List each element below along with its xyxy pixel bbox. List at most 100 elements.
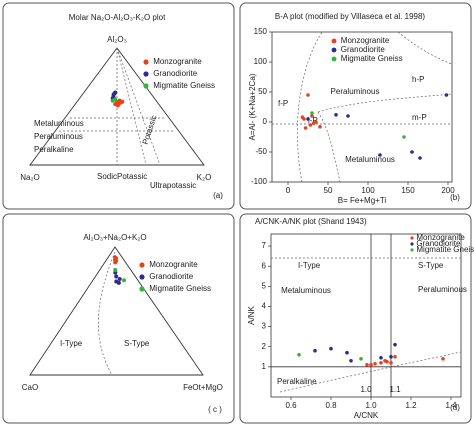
data-point xyxy=(113,257,118,262)
y-tick-label: 50 xyxy=(258,87,267,96)
vertex-label: K₂O xyxy=(197,173,212,182)
data-point xyxy=(122,278,127,283)
data-point xyxy=(114,274,119,279)
y-tick-label: 2 xyxy=(262,342,267,351)
annotation: Metaluminous xyxy=(281,286,331,295)
annotation: I-Type xyxy=(60,339,83,348)
data-point xyxy=(379,360,383,365)
x-tick-label: 50 xyxy=(324,186,333,195)
legend-marker xyxy=(410,242,414,246)
x-tick-label: 1.0 xyxy=(365,401,377,410)
y-axis-label: A/NK xyxy=(247,306,256,325)
x-axis-label: A/CNK xyxy=(354,411,379,420)
data-point xyxy=(310,114,314,118)
boundary-line xyxy=(397,31,453,65)
data-point xyxy=(120,99,125,104)
data-point xyxy=(113,268,118,273)
y-tick-label: 150 xyxy=(254,27,268,36)
data-point xyxy=(410,150,414,154)
chart-title: A/CNK-A/NK plot (Shand 1943) xyxy=(255,217,367,226)
data-point xyxy=(393,354,397,359)
data-point xyxy=(303,126,308,130)
legend-marker xyxy=(331,47,337,53)
legend-marker xyxy=(143,59,149,65)
y-tick-label: 7 xyxy=(262,241,267,250)
boundary-line xyxy=(297,31,323,183)
data-point xyxy=(116,280,121,285)
data-point xyxy=(444,93,449,97)
data-point xyxy=(441,356,445,361)
panel-frame xyxy=(2,213,235,424)
chart-title: Molar Na₂O-Al₂O₃-K₂O plot xyxy=(69,13,166,22)
panel-frame xyxy=(2,2,235,210)
data-point xyxy=(313,348,317,353)
boundary-line xyxy=(116,47,147,166)
data-point xyxy=(402,135,406,139)
y-tick-label: 4 xyxy=(262,302,267,311)
legend-marker xyxy=(143,83,149,89)
annotation: h-P xyxy=(412,75,424,84)
x-tick-label: 0.8 xyxy=(325,401,337,410)
annotation: Peraluminous xyxy=(331,87,380,96)
boundary-line xyxy=(317,93,453,113)
legend-marker xyxy=(139,286,145,292)
x-tick-label: 100 xyxy=(361,186,375,195)
data-point xyxy=(306,93,310,97)
data-point xyxy=(418,156,422,160)
annotation: I-Type xyxy=(298,261,321,270)
x-axis-label: B= Fe+Mg+Ti xyxy=(338,196,387,205)
data-point xyxy=(389,360,393,365)
vertex-label: Na₂O xyxy=(20,173,40,182)
data-point xyxy=(334,113,338,117)
legend-label: Monzogranite xyxy=(416,233,465,242)
annotation: Peraluminous xyxy=(34,132,83,141)
boundary-line xyxy=(317,111,341,183)
reference-label: 1.0 xyxy=(360,385,372,394)
data-point xyxy=(110,98,115,103)
y-tick-label: 6 xyxy=(262,261,267,270)
legend-label: Granodiorite xyxy=(149,272,194,281)
panel-label: ( c ) xyxy=(208,405,222,414)
data-point xyxy=(112,91,117,96)
panel-frame xyxy=(239,2,472,210)
annotation: Metaluminous xyxy=(345,155,395,164)
y-tick-label: 100 xyxy=(254,57,268,66)
reference-label: 1.1 xyxy=(389,385,401,394)
legend-label: Monzogranite xyxy=(149,260,198,269)
panel-frame xyxy=(239,213,472,424)
data-point xyxy=(117,277,122,281)
data-point xyxy=(346,114,350,118)
plot-frame xyxy=(270,233,462,398)
y-tick-label: 0 xyxy=(263,117,268,126)
panel-label: (b) xyxy=(450,193,460,202)
y-tick-label: -100 xyxy=(251,177,268,186)
x-tick-label: 1.4 xyxy=(445,401,457,410)
y-tick-label: 3 xyxy=(262,322,267,331)
data-point xyxy=(329,346,333,351)
annotation: Ultrapotassic xyxy=(150,181,196,190)
data-point xyxy=(378,153,382,157)
data-point xyxy=(300,115,305,119)
vertex-label: Al₂O₃+Na₂O+K₂O xyxy=(83,233,146,242)
legend-label: Migmatite Gneiss xyxy=(153,81,215,90)
legend-marker xyxy=(139,274,145,280)
annotation: Sodic xyxy=(97,172,117,181)
data-point xyxy=(379,355,383,360)
data-point xyxy=(306,117,310,121)
legend-label: Monzogranite xyxy=(341,36,390,45)
plot-frame xyxy=(271,31,453,183)
y-tick-label: -50 xyxy=(255,147,267,156)
boundary-line xyxy=(116,47,161,166)
chart-title: B-A plot (modified by Villaseca et al. 1… xyxy=(275,12,425,21)
data-point xyxy=(297,352,301,357)
y-axis-label: A=Al- (K+Na+2Ca) xyxy=(248,73,257,140)
annotation: m-P xyxy=(412,113,427,122)
x-tick-label: 150 xyxy=(401,186,415,195)
boundary-line xyxy=(279,351,462,393)
data-point xyxy=(365,363,369,367)
data-point xyxy=(349,358,353,363)
boundary-line xyxy=(98,251,116,376)
legend-label: Granodiorite xyxy=(341,45,386,54)
y-tick-label: 5 xyxy=(262,281,267,290)
data-point xyxy=(393,342,397,347)
